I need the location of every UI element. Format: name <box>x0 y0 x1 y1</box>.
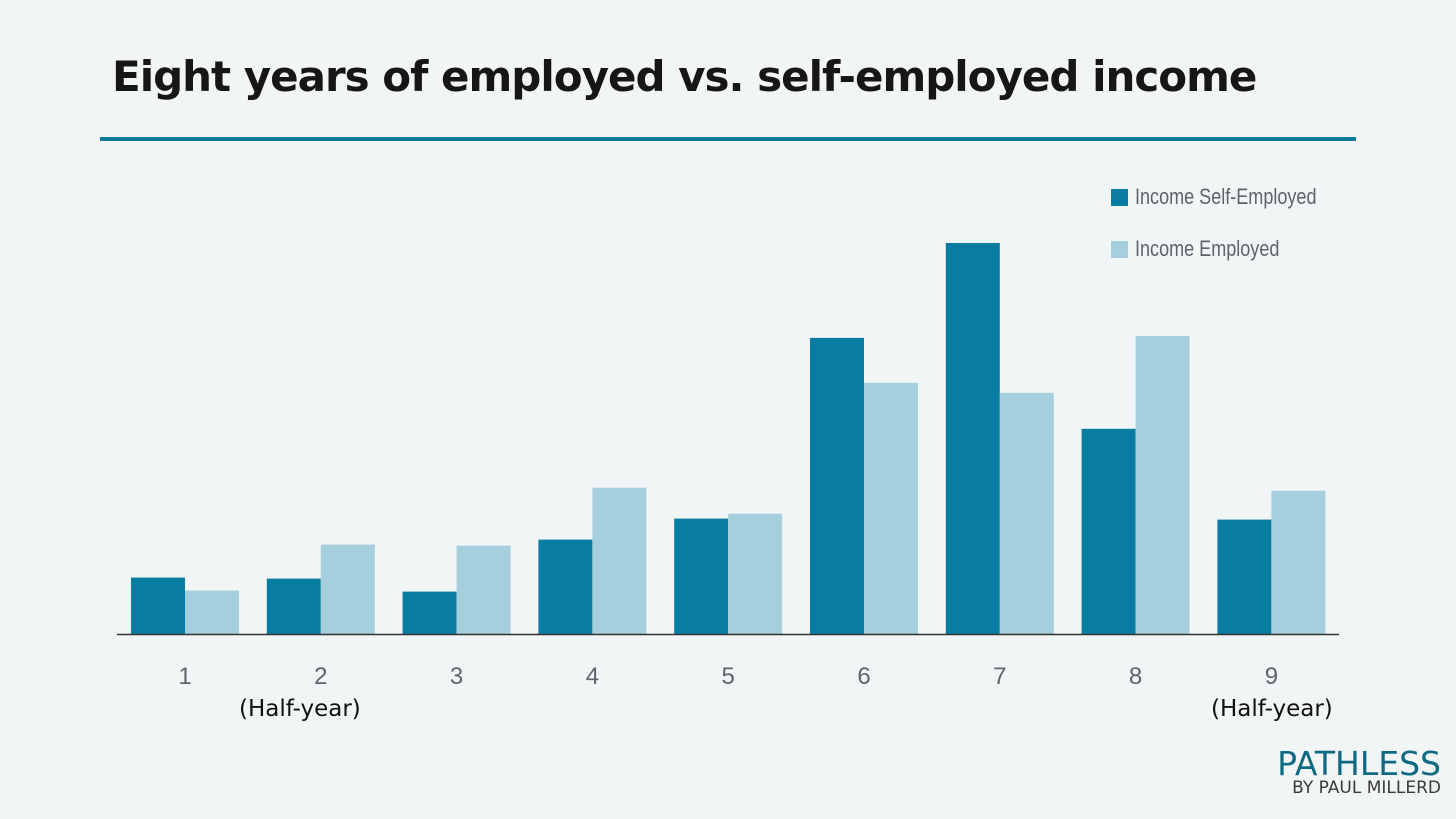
bar-employed-5 <box>728 513 783 635</box>
bar-self-employed-5 <box>674 518 729 635</box>
bar-self-employed-4 <box>538 539 593 635</box>
bar-employed-2 <box>320 544 375 635</box>
chart-title: Eight years of employed vs. self-employe… <box>112 52 1257 101</box>
brand-name: PATHLESS <box>1277 744 1441 783</box>
bar-employed-9 <box>1271 490 1326 635</box>
x-tick-label-1: 1 <box>178 663 191 690</box>
bar-employed-7 <box>999 392 1054 635</box>
x-tick-label-3: 3 <box>450 663 463 690</box>
bar-self-employed-2 <box>266 578 321 635</box>
title-divider <box>100 137 1356 141</box>
bar-employed-1 <box>185 590 239 635</box>
bar-self-employed-9 <box>1217 519 1272 635</box>
x-tick-label-2: 2 <box>314 663 327 690</box>
bar-self-employed-7 <box>945 243 1000 635</box>
category-note-9: (Half-year) <box>1211 696 1333 722</box>
x-tick-label-7: 7 <box>993 663 1006 690</box>
bar-self-employed-8 <box>1081 428 1136 635</box>
legend-label-self-employed: Income Self-Employed <box>1135 184 1317 209</box>
bar-employed-4 <box>592 487 647 635</box>
bar-employed-6 <box>864 382 918 635</box>
x-tick-label-6: 6 <box>857 663 870 690</box>
bar-employed-8 <box>1135 335 1190 635</box>
brand-logo: PATHLESS BY PAUL MILLERD <box>1277 744 1441 798</box>
x-tick-label-5: 5 <box>722 663 735 690</box>
x-tick-label-8: 8 <box>1129 663 1142 690</box>
bar-self-employed-3 <box>402 591 457 635</box>
legend-swatch-employed <box>1111 240 1128 258</box>
category-note-2: (Half-year) <box>239 696 361 722</box>
bar-self-employed-1 <box>131 577 185 635</box>
x-tick-label-9: 9 <box>1265 663 1278 690</box>
bar-self-employed-6 <box>810 337 864 635</box>
x-tick-label-4: 4 <box>586 663 599 690</box>
legend: Income Self-Employed Income Employed <box>1111 182 1356 286</box>
legend-item-self-employed: Income Self-Employed <box>1111 182 1356 212</box>
brand-byline: BY PAUL MILLERD <box>1292 778 1441 798</box>
bar-employed-3 <box>456 545 511 635</box>
legend-item-employed: Income Employed <box>1111 234 1356 264</box>
legend-swatch-self-employed <box>1111 188 1128 206</box>
legend-label-employed: Income Employed <box>1135 236 1280 261</box>
